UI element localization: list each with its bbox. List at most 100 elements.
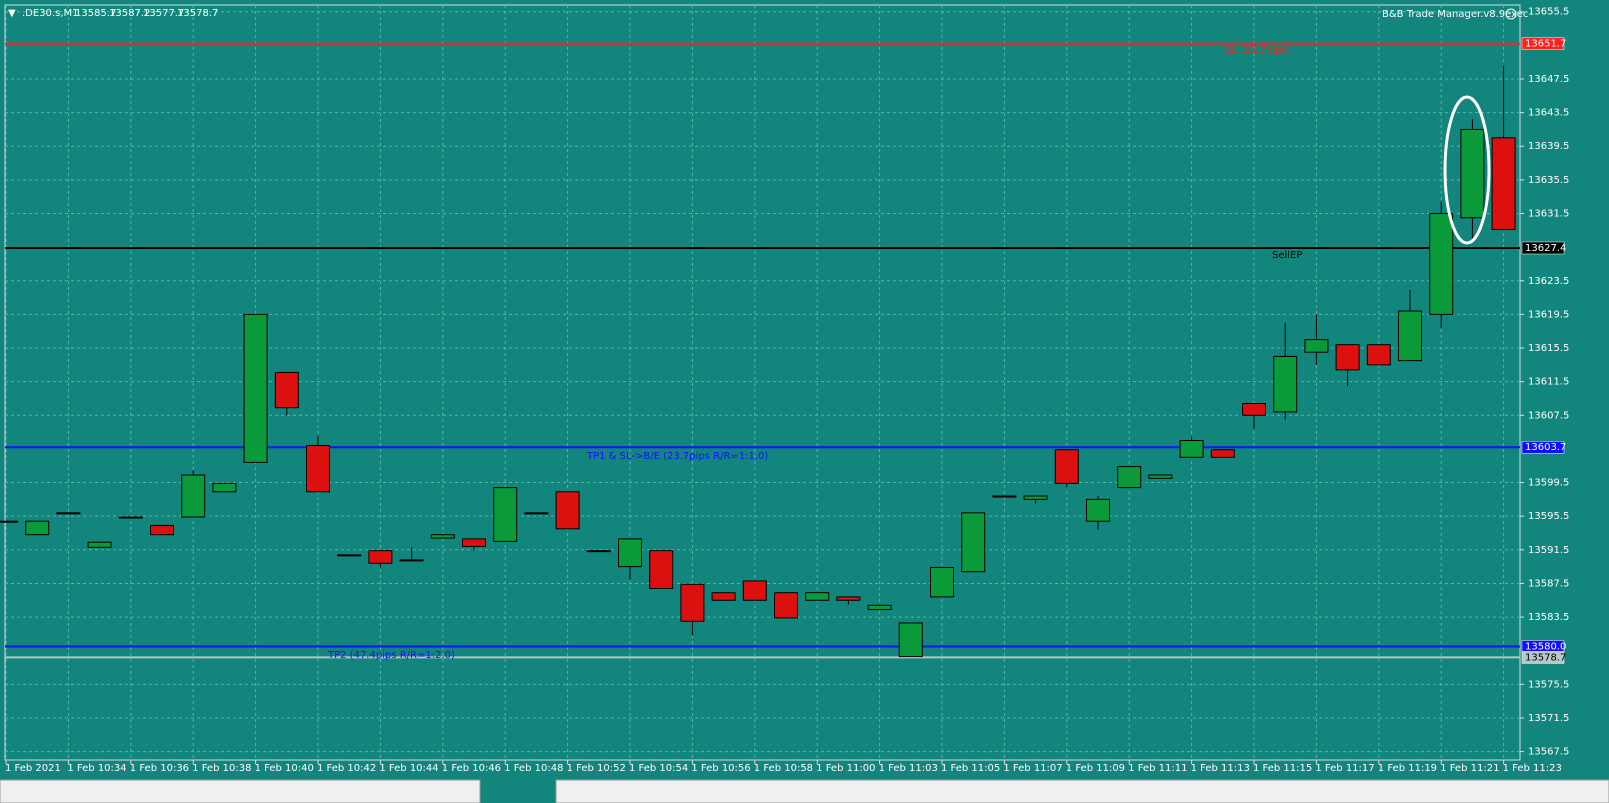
bear-body xyxy=(368,550,393,564)
y-tick-label: 13623.5 xyxy=(1528,276,1569,287)
header-value: 13578.7 xyxy=(177,8,218,19)
x-tick-label: 1 Feb 11:17 xyxy=(1315,763,1374,774)
bull-body xyxy=(1273,355,1298,413)
y-tick-label: 13587.5 xyxy=(1528,578,1569,589)
y-tick-label: 13631.5 xyxy=(1528,209,1569,220)
bear-body xyxy=(649,550,674,589)
price-tag xyxy=(1521,651,1565,664)
bull-body xyxy=(56,512,81,515)
bull-body xyxy=(867,604,892,611)
bear-body xyxy=(1491,137,1516,230)
bull-body xyxy=(961,512,986,573)
y-tick-label: 13619.5 xyxy=(1528,309,1569,320)
menu-arrow[interactable]: ▼ xyxy=(8,8,16,19)
y-tick-label: 13599.5 xyxy=(1528,478,1569,489)
y-tick-label: 13595.5 xyxy=(1528,511,1569,522)
scroll-bar[interactable] xyxy=(555,779,1609,803)
bull-body xyxy=(805,592,830,601)
x-tick-label: 1 Feb 11:00 xyxy=(816,763,875,774)
indicator-name: B&B Trade Manager.v8.9exec xyxy=(1382,9,1528,20)
bear-body xyxy=(1335,344,1360,371)
x-tick-label: 1 Feb 11:03 xyxy=(879,763,938,774)
level-label: SellEP xyxy=(1272,250,1302,261)
bear-body xyxy=(274,371,299,409)
x-tick-label: 1 Feb 10:54 xyxy=(629,763,688,774)
x-tick-label: 1 Feb 11:19 xyxy=(1378,763,1437,774)
x-tick-label: 1 Feb 10:48 xyxy=(504,763,563,774)
x-tick-label: 1 Feb 10:58 xyxy=(754,763,813,774)
bull-body xyxy=(493,487,518,542)
x-tick-label: 1 Feb 10:44 xyxy=(379,763,438,774)
y-tick-label: 13639.5 xyxy=(1528,141,1569,152)
x-tick-label: 1 Feb 11:21 xyxy=(1440,763,1499,774)
x-tick-label: 1 Feb 11:13 xyxy=(1191,763,1250,774)
bull-body xyxy=(118,516,143,519)
bear-body xyxy=(1054,449,1079,484)
x-tick-label: 1 Feb 10:38 xyxy=(192,763,251,774)
x-tick-label: 1 Feb 10:34 xyxy=(67,763,126,774)
level-label: TP1 & SL->B/E (23.7pips R/R=1:1.0) xyxy=(586,451,768,462)
y-tick-label: 13655.5 xyxy=(1528,7,1569,18)
y-tick-label: 13643.5 xyxy=(1528,108,1569,119)
price-tag-label: 13580.0 xyxy=(1525,641,1566,652)
symbol: .DE30.s,M1 xyxy=(22,8,78,19)
price-tag-label: 13651.7 xyxy=(1525,39,1566,50)
bear-body xyxy=(774,592,798,619)
bull-body xyxy=(1304,339,1329,353)
x-tick-label: 1 Feb 11:15 xyxy=(1253,763,1312,774)
bear-body xyxy=(462,538,486,547)
price-tag-label: 13627.4 xyxy=(1525,243,1566,254)
bull-body xyxy=(1460,128,1485,219)
x-tick-label: 1 Feb 2021 xyxy=(5,763,61,774)
x-tick-label: 1 Feb 10:36 xyxy=(130,763,189,774)
tab-bar[interactable] xyxy=(0,779,481,803)
bull-body xyxy=(212,482,237,493)
bull-body xyxy=(1398,310,1422,362)
bear-body xyxy=(836,596,861,601)
marks xyxy=(0,42,1520,659)
indicator-icon xyxy=(1505,8,1517,20)
y-tick-label: 13607.5 xyxy=(1528,410,1569,421)
y-tick-label: 13647.5 xyxy=(1528,74,1569,85)
bull-body xyxy=(1179,440,1204,458)
annotation-circle xyxy=(1443,95,1491,245)
bear-body xyxy=(680,583,705,622)
price-tag xyxy=(1521,37,1565,50)
bull-body xyxy=(430,534,455,539)
bull-body xyxy=(1148,474,1173,479)
bull-body xyxy=(1086,498,1110,522)
bull-body xyxy=(0,520,18,523)
bull-body xyxy=(399,559,424,562)
y-tick-label: 13615.5 xyxy=(1528,343,1569,354)
price-tag-label: 13578.7 xyxy=(1525,652,1566,663)
bear-body xyxy=(742,580,767,601)
bull-body xyxy=(1023,495,1048,500)
bull-body xyxy=(930,566,954,598)
bull-body xyxy=(25,520,50,536)
x-tick-label: 1 Feb 10:46 xyxy=(442,763,501,774)
bear-body xyxy=(711,592,736,601)
bear-body xyxy=(1242,403,1266,416)
bear-body xyxy=(555,491,580,530)
bull-body xyxy=(243,313,268,463)
y-tick-label: 13567.5 xyxy=(1528,747,1569,758)
level-label: TP2 (47.4pips R/R=1:2.0) xyxy=(327,650,455,661)
bull-body xyxy=(524,512,549,515)
bear-body xyxy=(1210,449,1235,458)
price-tag xyxy=(1521,440,1565,454)
y-tick-label: 13611.5 xyxy=(1528,377,1569,388)
header-value: 13585.7 xyxy=(75,8,116,19)
x-tick-label: 1 Feb 11:07 xyxy=(1003,763,1062,774)
plot-frame xyxy=(4,4,1521,761)
level-label: SL (23.7pips) xyxy=(1225,45,1291,56)
header-value: 13587.2 xyxy=(109,8,150,19)
x-tick-label: 1 Feb 11:23 xyxy=(1503,763,1562,774)
bull-body xyxy=(992,495,1017,498)
price-tag-label: 13603.7 xyxy=(1525,442,1566,453)
y-tick-label: 13591.5 xyxy=(1528,545,1569,556)
bull-body xyxy=(586,550,611,553)
x-tick-label: 1 Feb 10:42 xyxy=(317,763,376,774)
x-tick-label: 1 Feb 10:52 xyxy=(567,763,626,774)
bear-body xyxy=(1366,344,1391,366)
